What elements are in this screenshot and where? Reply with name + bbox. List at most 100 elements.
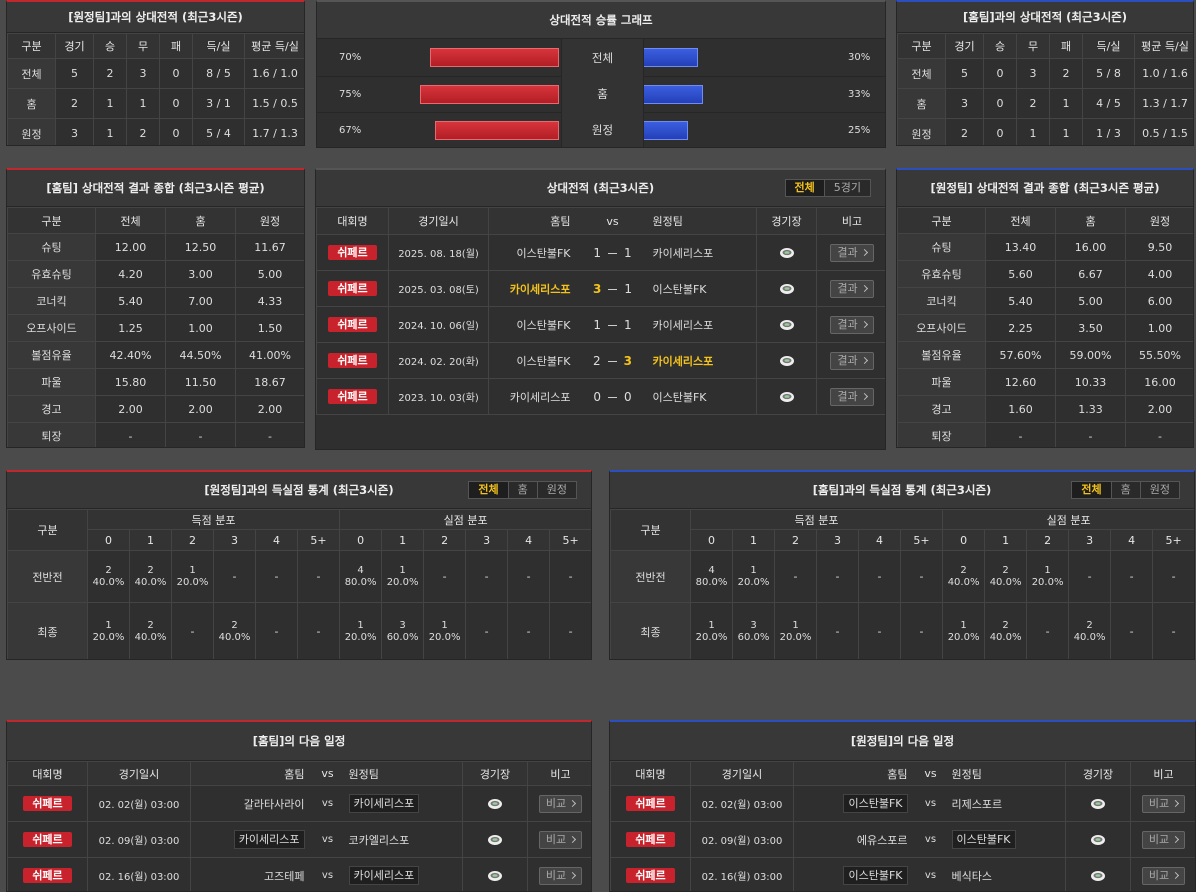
stat-cell: 4.00 xyxy=(1125,260,1193,288)
compare-button[interactable]: 비교 xyxy=(538,794,583,813)
record-cell: 2 xyxy=(1049,58,1083,89)
score-header: 3 xyxy=(1068,529,1112,551)
group-header: 득점 분포 xyxy=(86,509,341,530)
score-header: 1 xyxy=(129,529,172,551)
record-cell: 3 xyxy=(1016,58,1050,89)
button-label: 결과 xyxy=(837,245,858,259)
home-rate: 75% xyxy=(339,88,362,100)
compare-button[interactable]: 비교 xyxy=(1141,830,1186,849)
tab[interactable]: 홈 xyxy=(507,482,537,498)
record-cell: 1 xyxy=(1049,88,1083,119)
schedule-row: 쉬페르 02. 09(월) 03:00 에유스포르 vs 이스탄불FK 비교 xyxy=(610,821,1195,858)
header-row: 구분 경기 승 무 패 득/실 평균 득/실 xyxy=(7,33,304,59)
league-cell: 쉬페르 xyxy=(610,821,691,858)
compare-button[interactable]: 결과 xyxy=(830,243,874,262)
tab[interactable]: 홈 xyxy=(1110,482,1140,498)
compare-button[interactable]: 결과 xyxy=(830,351,874,370)
chevron-icon xyxy=(1172,871,1180,880)
stat-cell: 3.50 xyxy=(1055,314,1126,342)
stadium-icon xyxy=(779,356,794,367)
goals-away-panel: [원정팀]과의 득실점 통계 (최근3시즌) 전체 홈 원정 구분 득점 분포 실점 분포 0… xyxy=(6,470,592,660)
button-cell: 결과 xyxy=(816,270,885,307)
goal-count: 1 xyxy=(441,619,448,631)
compare-button[interactable]: 비교 xyxy=(1141,866,1186,885)
league-badge: 쉬페르 xyxy=(23,868,72,883)
distribution-cell: 1 20.0% xyxy=(171,550,214,603)
column-header: 전체 xyxy=(95,207,166,234)
tab[interactable]: 전체 xyxy=(785,180,824,196)
compare-button[interactable]: 비교 xyxy=(538,830,583,849)
stat-cell: 12.50 xyxy=(165,233,236,261)
score-header: 3 xyxy=(816,529,859,551)
home-cell: 고즈테페 xyxy=(190,857,313,891)
tab[interactable]: 원정 xyxy=(536,482,576,498)
row-label: 최종 xyxy=(610,602,691,659)
goal-percent: 40.0% xyxy=(134,576,167,588)
panel-title-text: [원정팀]과의 득실점 통계 (최근3시즌) xyxy=(204,483,394,497)
panel-title: 상대전적 (최근3시즌) 전체 5경기 xyxy=(316,170,885,207)
stadium-cell xyxy=(1065,785,1131,822)
stadium-cell xyxy=(756,270,817,307)
record-cell: 0 xyxy=(983,88,1017,119)
score-header: 2 xyxy=(423,529,467,551)
goal-count: 1 xyxy=(750,564,757,576)
away-cell: 카이세리스포 xyxy=(342,785,463,822)
distribution-row: 최종 1 20.0% 3 60.0% 1 20.0% - - -1 20.0% 2 40.0% -2 40.… xyxy=(610,602,1194,659)
goal-count: 1 xyxy=(357,619,364,631)
distribution-cell: 1 20.0% xyxy=(774,602,817,659)
distribution-cell: - xyxy=(816,602,859,659)
tab[interactable]: 전체 xyxy=(1072,482,1111,498)
column-header: 비고 xyxy=(527,761,591,786)
tab[interactable]: 전체 xyxy=(469,482,508,498)
compare-button[interactable]: 비교 xyxy=(1141,794,1186,813)
row-label-header: 구분 xyxy=(7,509,88,551)
compare-button[interactable]: 비교 xyxy=(538,866,583,885)
distribution-cell: - xyxy=(1110,602,1154,659)
away-score: 1 xyxy=(624,245,632,260)
button-cell: 비교 xyxy=(1130,857,1195,891)
goal-percent: 20.0% xyxy=(947,631,980,643)
distribution-cell: - xyxy=(899,602,944,659)
tab[interactable]: 5경기 xyxy=(823,180,870,196)
panel-title: [원정팀]의 다음 일정 xyxy=(610,722,1195,761)
stadium-icon xyxy=(1091,871,1105,882)
league-badge: 쉬페르 xyxy=(23,832,72,847)
away-team: 베식타스 xyxy=(951,869,992,883)
stat-row: 유효슈팅 4.20 3.00 5.00 xyxy=(7,260,304,288)
row-label: 볼점유율 xyxy=(897,341,986,369)
tab[interactable]: 원정 xyxy=(1139,482,1179,498)
stadium-icon xyxy=(779,248,794,259)
panel-title: [홈팀]과의 상대전적 (최근3시즌) xyxy=(897,2,1193,33)
stadium-cell xyxy=(462,857,528,891)
row-label: 경고 xyxy=(897,395,986,423)
compare-button[interactable]: 결과 xyxy=(830,279,874,298)
home-team: 카이세리스포 xyxy=(233,830,305,849)
league-cell: 쉬페르 xyxy=(7,857,88,891)
home-summary-panel: [홈팀] 상대전적 결과 종합 (최근3시즌 평균) 구분 전체 홈 원정 슈팅 12.00… xyxy=(6,168,305,448)
distribution-row: 전반전 4 80.0% 1 20.0% - - - -2 40.0% 2 40.0% 1 20.0% - - - xyxy=(610,550,1194,603)
tab-group: 전체 홈 원정 xyxy=(1071,481,1180,499)
button-cell: 결과 xyxy=(816,306,885,343)
stat-cell: 2.00 xyxy=(235,395,304,423)
stat-cell: 6.67 xyxy=(1055,260,1126,288)
chevron-icon xyxy=(860,356,868,365)
record-cell: 3 xyxy=(945,88,984,119)
record-cell: 2 xyxy=(126,118,160,145)
distribution-cell: - xyxy=(1068,550,1112,603)
compare-button[interactable]: 결과 xyxy=(830,315,874,334)
compare-button[interactable]: 결과 xyxy=(830,387,874,406)
goal-percent: 80.0% xyxy=(344,576,377,588)
button-cell: 비교 xyxy=(527,857,591,891)
row-label: 홈 xyxy=(7,88,56,119)
table: 대회명 경기일시 홈팀 vs 원정팀 경기장 비고 쉬페르 2025. 08. 18(월) 이스탄… xyxy=(316,207,885,415)
distribution-cell: 2 40.0% xyxy=(984,602,1028,659)
record-cell: 2 xyxy=(1016,88,1050,119)
stat-cell: 1.00 xyxy=(165,314,236,342)
chevron-icon xyxy=(860,320,868,329)
stat-cell: 4.20 xyxy=(95,260,166,288)
score-header: 2 xyxy=(1026,529,1070,551)
goal-count: 1 xyxy=(105,619,112,631)
button-label: 비교 xyxy=(1148,868,1170,882)
